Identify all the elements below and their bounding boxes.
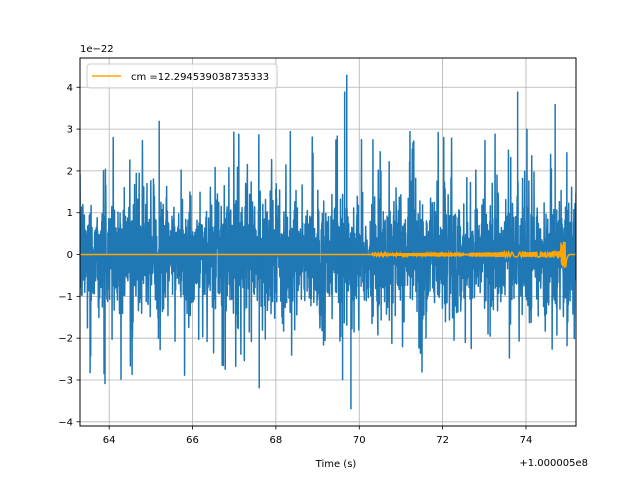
y-tick-label: 1	[67, 208, 73, 219]
y-tick-label: −1	[58, 292, 73, 303]
series-chirp-line	[80, 241, 576, 268]
x-tick-label: 74	[520, 435, 533, 446]
y-tick-label: 3	[67, 125, 73, 136]
legend-label: cm =12.294539038735333	[131, 72, 269, 83]
series-layer	[80, 74, 576, 410]
y-tick-label: 2	[67, 166, 73, 177]
x-offset-label: +1.000005e8	[519, 458, 588, 469]
y-scale-label: 1e−22	[80, 44, 114, 55]
legend-box	[86, 63, 278, 89]
x-axis-label: Time (s)	[315, 459, 357, 470]
x-tick-label: 66	[186, 435, 199, 446]
ticks: 64 66 68 70 72 74 −4 −3 −2 −1 0 1 2 3 4	[58, 83, 532, 446]
x-tick-label: 70	[353, 435, 366, 446]
y-tick-label: 0	[67, 250, 73, 261]
x-tick-label: 68	[270, 435, 283, 446]
x-tick-label: 64	[103, 435, 116, 446]
x-tick-label: 72	[436, 435, 449, 446]
y-tick-label: −4	[58, 417, 73, 428]
y-tick-label: −3	[58, 376, 73, 387]
legend: cm =12.294539038735333	[86, 63, 278, 89]
y-tick-label: 4	[67, 83, 73, 94]
plot-frame	[79, 57, 577, 427]
series-noise-line	[80, 128, 576, 380]
y-tick-label: −2	[58, 334, 73, 345]
